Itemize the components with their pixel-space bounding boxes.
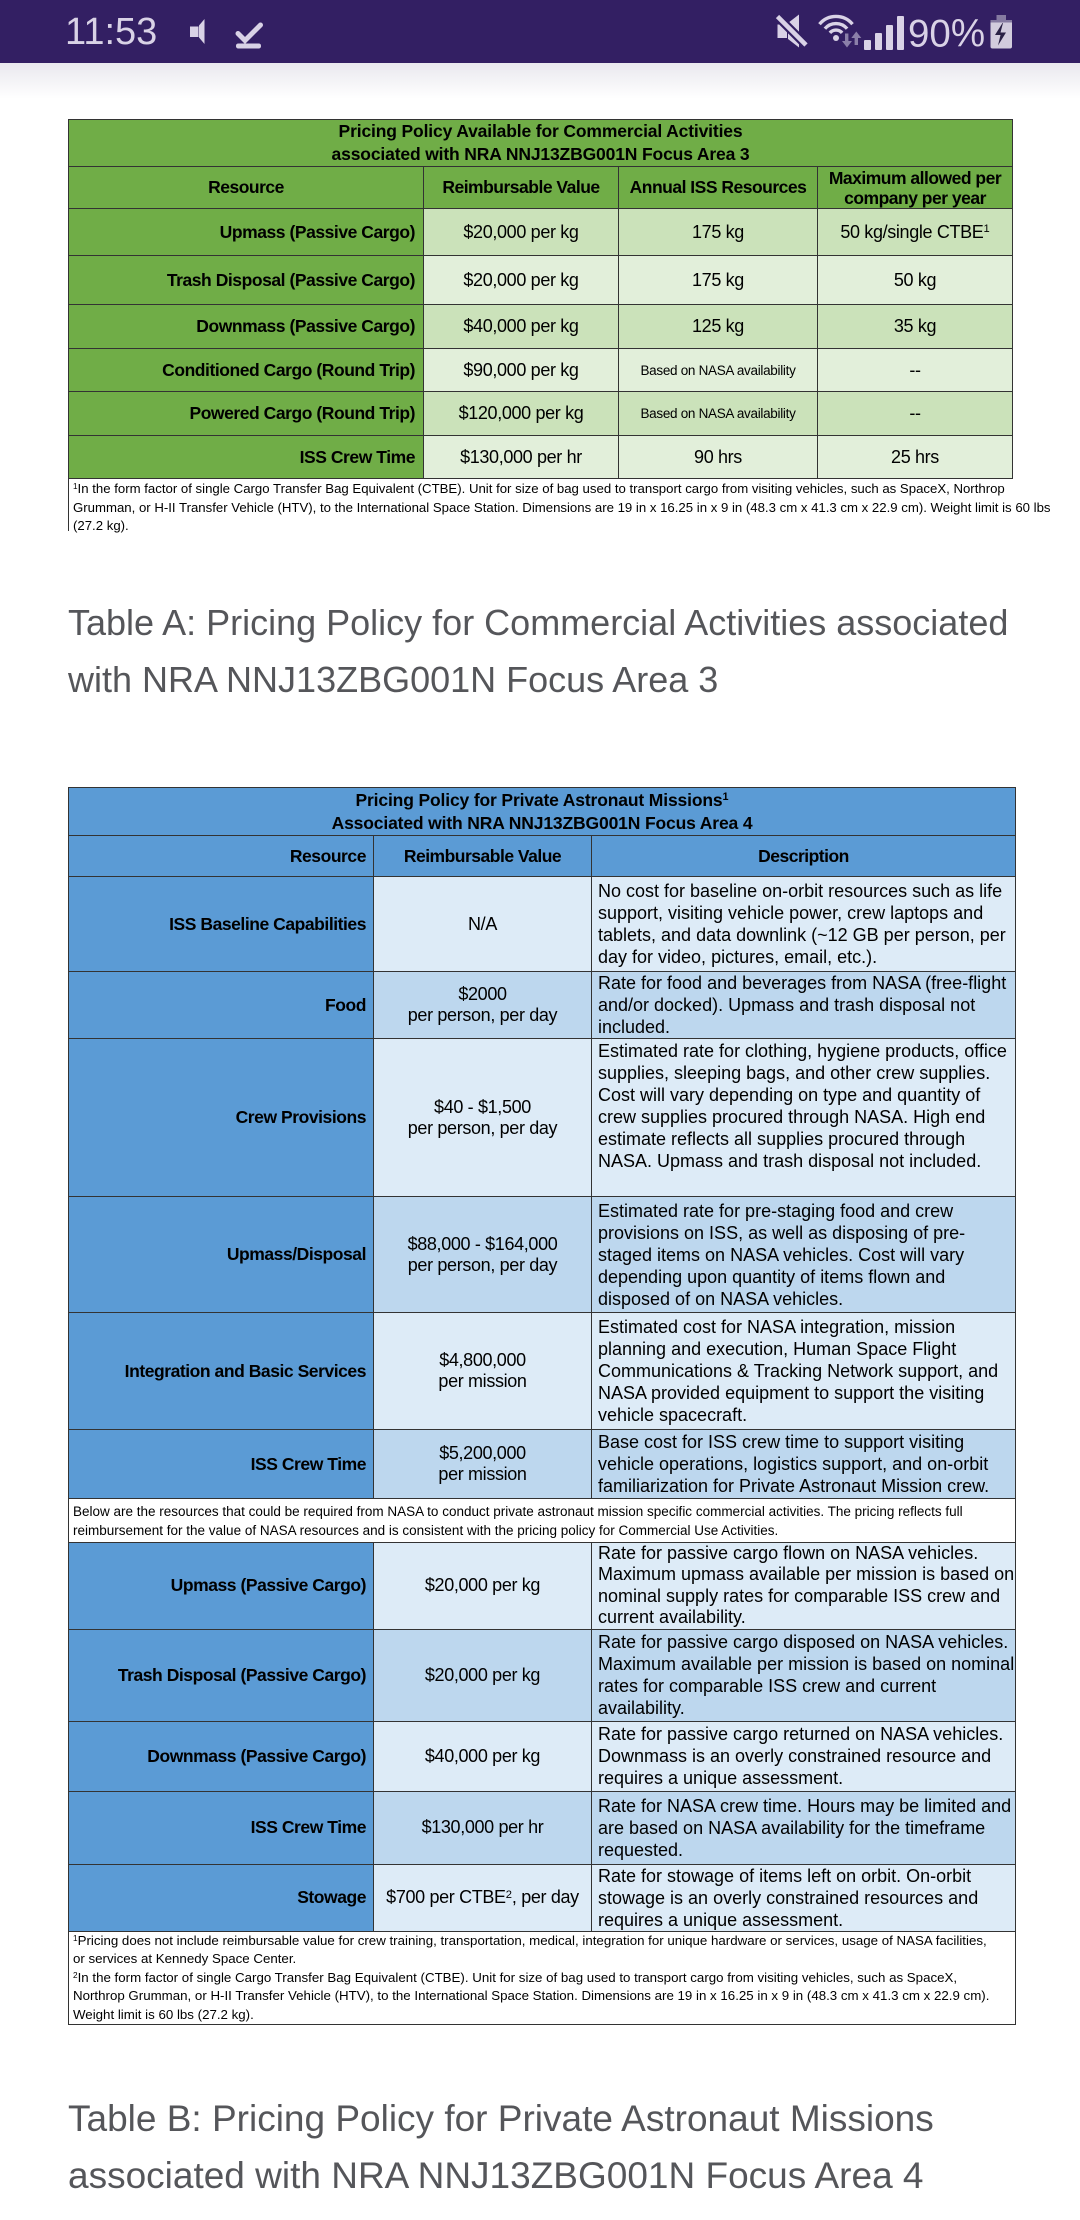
svg-text:90%: 90% (908, 13, 985, 56)
